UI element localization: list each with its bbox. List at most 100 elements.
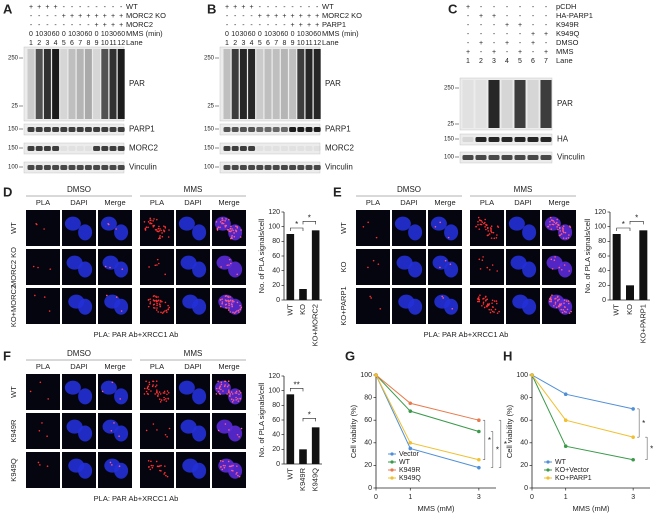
par-smear xyxy=(313,49,321,119)
channel-label: DAPI xyxy=(514,198,532,207)
channel-label: Merge xyxy=(104,362,125,371)
pla-dot xyxy=(490,309,493,311)
pla-dot xyxy=(218,386,221,389)
pla-dot xyxy=(563,231,565,234)
nucleus xyxy=(180,419,197,434)
blot-row-label: MORC2 KO xyxy=(126,11,166,20)
pla-dot xyxy=(151,466,154,469)
blot-condition-mark: - xyxy=(87,4,90,11)
pla-dot xyxy=(491,231,493,234)
pla-dot xyxy=(550,296,552,298)
pla-dot xyxy=(568,225,571,227)
pla-dot xyxy=(220,266,222,268)
pla-dot xyxy=(568,270,571,272)
blot-band-label: PAR xyxy=(557,99,573,108)
pla-dot xyxy=(150,464,153,467)
pla-dot xyxy=(549,223,551,226)
channel-label: Merge xyxy=(548,198,569,207)
pla-dot xyxy=(486,224,488,226)
significance-bracket xyxy=(482,419,486,460)
blot-condition-mark: + xyxy=(266,13,270,20)
pla-dot xyxy=(119,398,121,400)
protein-band xyxy=(488,137,500,142)
blot-condition-mark: 8 xyxy=(86,40,90,47)
protein-band xyxy=(27,165,35,170)
pla-dot xyxy=(216,229,219,231)
pla-dot xyxy=(221,468,224,471)
row-label: WT xyxy=(9,386,18,398)
protein-band xyxy=(27,146,35,151)
nucleus xyxy=(66,255,83,270)
protein-band xyxy=(223,146,231,151)
blot-condition-mark: - xyxy=(493,40,496,47)
pla-dot xyxy=(163,230,166,233)
nucleus xyxy=(432,255,449,270)
protein-band xyxy=(93,165,101,170)
blot-condition-mark: + xyxy=(250,4,254,11)
blot-condition-mark: - xyxy=(493,31,496,38)
pla-dot xyxy=(143,393,146,395)
legend-label: K949Q xyxy=(399,475,421,482)
blot-condition-mark: - xyxy=(545,13,548,20)
pla-dot xyxy=(221,222,224,224)
protein-band xyxy=(43,127,51,132)
blot-condition-mark: - xyxy=(545,22,548,29)
pla-dot xyxy=(228,258,231,261)
y-tick-label: 20 xyxy=(364,462,372,469)
pla-dot xyxy=(153,224,155,227)
pla-dot xyxy=(154,307,156,309)
row-label: K949Q xyxy=(9,458,18,482)
protein-band xyxy=(313,127,321,132)
pla-dot xyxy=(156,258,159,261)
pla-dot xyxy=(235,392,238,394)
blot-condition-mark: 30 xyxy=(76,31,84,38)
pla-dot xyxy=(34,294,36,297)
blot-condition-mark: - xyxy=(480,22,483,29)
pla-dot xyxy=(237,400,240,402)
channel-label: DAPI xyxy=(400,198,418,207)
par-smear xyxy=(264,49,272,119)
series-point xyxy=(563,418,568,423)
protein-band xyxy=(68,146,76,151)
pla-dot xyxy=(222,464,225,467)
blot-condition-mark: - xyxy=(493,4,496,11)
pla-dot xyxy=(496,270,499,272)
protein-band xyxy=(43,146,51,151)
legend-marker xyxy=(390,468,394,472)
blot-condition-mark: + xyxy=(258,13,262,20)
blot-condition-mark: + xyxy=(54,4,58,11)
protein-band xyxy=(462,137,474,142)
pla-dot xyxy=(166,435,168,438)
nucleus xyxy=(544,216,561,231)
pla-dot xyxy=(556,296,559,298)
pla-dot xyxy=(486,266,489,269)
blot-condition-mark: + xyxy=(299,13,303,20)
blot-band-label: Vinculin xyxy=(129,163,157,172)
blot-condition-mark: - xyxy=(545,4,548,11)
pla-dot xyxy=(164,227,167,229)
pla-dot xyxy=(215,221,218,223)
blot-condition-mark: - xyxy=(104,4,107,11)
protein-band xyxy=(475,137,487,142)
pla-dot xyxy=(232,229,234,232)
blot-condition-mark: 9 xyxy=(291,40,295,47)
pla-dot xyxy=(478,300,480,302)
pla-dot xyxy=(161,300,163,303)
pla-dot xyxy=(231,304,233,306)
pla-dot xyxy=(145,380,147,383)
par-smear xyxy=(68,49,76,119)
pla-dot xyxy=(49,268,52,270)
bar xyxy=(299,289,307,300)
blot-band-label: MORC2 xyxy=(129,144,158,153)
pla-dot xyxy=(236,301,239,304)
protein-band xyxy=(101,146,109,151)
nucleus xyxy=(508,216,525,231)
pla-dot xyxy=(565,300,568,302)
nucleus xyxy=(522,261,537,278)
nucleus xyxy=(522,224,537,241)
protein-band xyxy=(289,165,297,170)
channel-label: DAPI xyxy=(184,198,202,207)
micrograph xyxy=(356,210,390,246)
protein-band xyxy=(313,146,321,151)
blot-condition-mark: + xyxy=(492,13,496,20)
